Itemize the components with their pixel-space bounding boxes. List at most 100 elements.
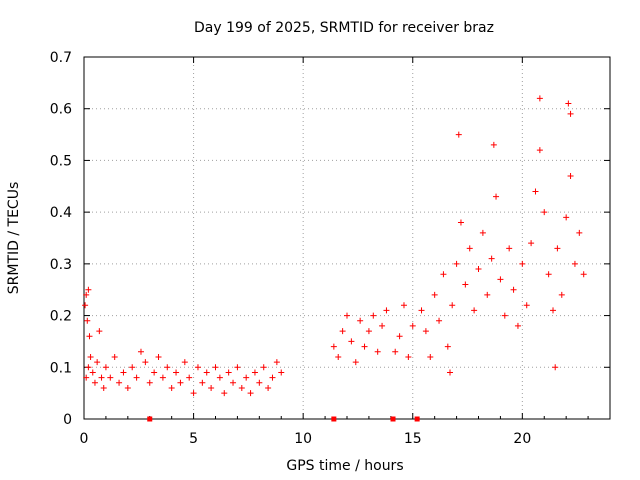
data-point [471,307,478,314]
data-point [225,369,232,376]
data-point [567,172,574,179]
data-point [159,374,166,381]
data-point [100,384,107,391]
data-point [400,302,407,309]
data-point [392,348,399,355]
y-tick-label: 0 [63,412,72,428]
data-point [580,271,587,278]
data-point [151,369,158,376]
data-point [91,379,98,386]
data-point [256,379,263,386]
data-point [462,281,469,288]
data-point [348,338,355,345]
plot-frame [83,56,611,420]
data-point [528,240,535,247]
data-point [475,266,482,273]
y-tick-label: 0.5 [50,153,72,169]
data-point [344,312,350,319]
data-point [203,369,210,376]
data-point [273,359,280,366]
data-point [490,141,497,148]
data-point [129,364,136,371]
data-point [335,353,342,360]
data-point [552,364,559,371]
x-tick-label: 20 [513,431,531,447]
data-point [536,147,543,154]
data-point [247,390,254,397]
data-point [83,374,90,381]
data-point [124,384,131,391]
data-points [82,95,587,397]
gap-marker [414,416,420,422]
data-point [89,369,96,376]
data-point [374,348,381,355]
data-point [265,384,272,391]
data-point [85,286,92,293]
data-point [181,359,188,366]
data-point [357,317,364,324]
data-point [493,193,500,200]
data-point [208,384,215,391]
data-point [330,343,337,350]
data-point [146,379,153,386]
data-point [379,322,386,329]
data-point [361,343,368,350]
data-point [457,219,464,226]
gap-marker [390,416,396,422]
data-point [133,374,140,381]
data-point [558,291,565,298]
data-point [260,364,267,371]
grid-lines [84,57,610,419]
data-point [98,374,105,381]
data-point [479,229,486,236]
data-point [449,302,456,309]
data-point [422,328,429,335]
data-point [102,364,109,371]
data-point [142,359,149,366]
data-point [238,384,245,391]
data-point [339,328,346,335]
y-tick-label: 0.3 [50,257,72,273]
y-tick-label: 0.7 [50,50,72,66]
data-point [427,353,434,360]
data-point [94,359,101,366]
gap-marker [331,416,337,422]
data-point [501,312,508,319]
data-point [177,379,184,386]
x-tick-label: 15 [404,431,422,447]
data-point [453,260,460,267]
data-point [565,100,572,107]
data-point [83,291,90,298]
data-point [523,302,530,309]
data-point [168,384,175,391]
data-point [431,291,438,298]
data-point [87,353,94,360]
data-point [567,110,574,117]
data-point [107,374,114,381]
data-point [278,369,285,376]
data-point [405,353,412,360]
data-point [186,374,193,381]
data-point [85,364,92,371]
data-point [519,260,526,267]
data-point [86,333,93,340]
data-point [455,131,462,138]
data-point [199,379,206,386]
y-axis-label: SRMTID / TECUs [6,182,22,295]
data-point [251,369,258,376]
data-point [418,307,425,314]
data-point [409,322,416,329]
gap-marker [147,416,153,422]
data-point [230,379,237,386]
data-point [444,343,451,350]
data-point [576,229,583,236]
data-point [550,307,557,314]
data-point [120,369,127,376]
chart-title: Day 199 of 2025, SRMTID for receiver bra… [194,20,494,36]
data-point [541,209,548,216]
y-tick-labels: 0 0.1 0.2 0.3 0.4 0.5 0.6 0.7 [50,50,72,428]
data-point [221,390,228,397]
data-point [447,369,454,376]
data-point [571,260,578,267]
